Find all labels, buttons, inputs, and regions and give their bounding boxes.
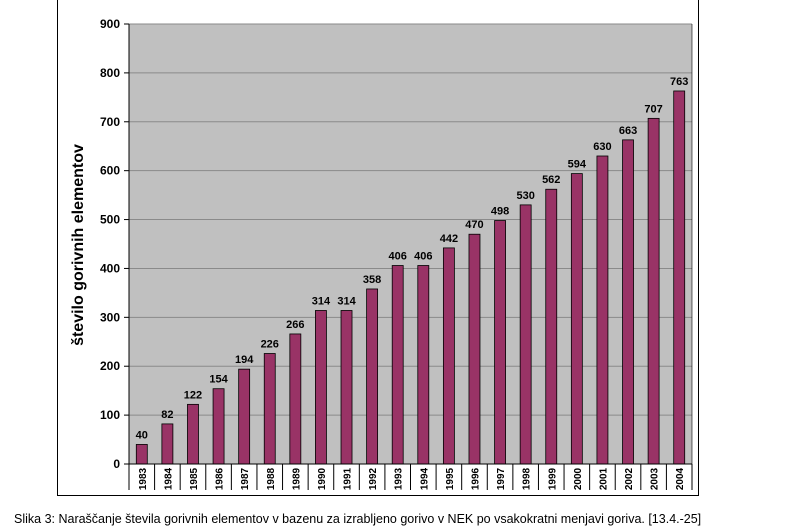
bar [187, 403, 199, 465]
figure-caption: Slika 3: Naraščanje števila gorivnih ele… [14, 512, 702, 526]
x-tick-label: 1992 [368, 467, 379, 490]
y-tick-label: 800 [100, 66, 120, 80]
bar [673, 90, 686, 465]
data-label: 314 [312, 295, 331, 307]
x-tick-label: 1993 [394, 467, 405, 490]
data-label: 314 [337, 295, 356, 307]
bar [647, 117, 660, 465]
bar [315, 310, 327, 465]
y-axis-label: število gorivnih elementov [70, 144, 87, 346]
data-label: 630 [593, 141, 611, 153]
y-tick-label: 700 [100, 115, 120, 129]
data-label: 442 [440, 233, 458, 245]
data-label: 358 [363, 274, 381, 286]
bar [494, 220, 506, 465]
bar [519, 204, 532, 465]
bar [622, 139, 634, 465]
x-tick-label: 2004 [675, 467, 686, 490]
y-tick-label: 600 [100, 164, 120, 178]
x-tick-label: 1986 [215, 467, 226, 490]
x-tick-label: 1997 [496, 467, 507, 490]
bar [545, 188, 558, 465]
data-label: 122 [184, 389, 202, 401]
bar [161, 423, 174, 465]
data-label: 470 [465, 219, 483, 231]
data-label: 154 [209, 374, 228, 386]
y-tick-label: 500 [100, 213, 120, 227]
bar [417, 265, 430, 465]
bar [340, 310, 353, 465]
bar [238, 368, 251, 465]
x-tick-label: 1995 [445, 467, 456, 490]
x-tick-label: 1998 [522, 467, 533, 490]
bar [135, 444, 148, 465]
x-tick-label: 2003 [650, 467, 661, 490]
data-label: 562 [542, 174, 560, 186]
x-tick-label: 2002 [624, 467, 635, 490]
data-label: 194 [235, 354, 254, 366]
data-label: 763 [670, 76, 688, 88]
bar [391, 265, 404, 465]
x-tick-label: 1983 [138, 467, 149, 490]
x-tick-label: 1987 [240, 467, 251, 490]
x-tick-label: 1991 [343, 467, 354, 490]
bar [366, 288, 379, 465]
y-tick-label: 400 [100, 261, 120, 275]
x-tick-label: 2000 [573, 467, 584, 490]
y-tick-label: 100 [100, 408, 120, 422]
x-tick-label: 1984 [163, 467, 174, 490]
y-tick-label: 300 [100, 310, 120, 324]
bar [596, 155, 609, 465]
data-label: 406 [389, 251, 407, 263]
x-tick-label: 1996 [470, 467, 481, 490]
data-label: 594 [568, 159, 587, 171]
x-tick-label: 1994 [419, 467, 430, 490]
data-label: 266 [286, 319, 304, 331]
data-label: 707 [644, 103, 662, 115]
x-tick-label: 2001 [598, 467, 609, 490]
bar [570, 173, 583, 465]
x-tick-label: 1989 [291, 467, 302, 490]
bar [212, 388, 225, 465]
bar [263, 353, 276, 465]
bar [442, 247, 455, 465]
x-tick-label: 1999 [547, 467, 558, 490]
data-label: 82 [161, 409, 173, 421]
data-label: 226 [261, 339, 279, 351]
x-tick-label: 1988 [266, 467, 277, 490]
y-tick-label: 0 [113, 457, 120, 471]
data-label: 663 [619, 125, 637, 137]
x-tick-label: 1990 [317, 467, 328, 490]
y-tick-label: 900 [100, 17, 120, 31]
data-label: 40 [136, 429, 148, 441]
x-tick-label: 1985 [189, 467, 200, 490]
bar [289, 333, 302, 465]
data-label: 498 [491, 206, 509, 218]
y-tick-label: 200 [100, 359, 120, 373]
data-label: 406 [414, 251, 432, 263]
data-label: 530 [516, 190, 534, 202]
bar [468, 233, 481, 465]
